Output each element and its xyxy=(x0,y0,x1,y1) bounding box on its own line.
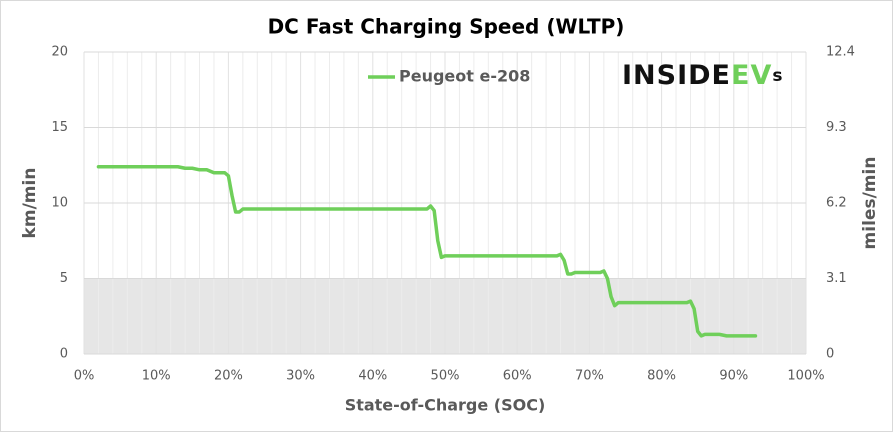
x-tick-label: 50% xyxy=(431,369,460,384)
y-tick-label: 5 xyxy=(60,271,68,286)
y-tick-label: 10 xyxy=(51,196,68,211)
x-tick-label: 80% xyxy=(647,369,676,384)
y2-axis-label: miles/min xyxy=(860,157,880,250)
x-tick-label: 100% xyxy=(787,369,824,384)
legend-label: Peugeot e-208 xyxy=(399,67,530,86)
x-tick-label: 0% xyxy=(74,369,95,384)
logo-part: s xyxy=(772,66,783,86)
y-tick-label: 0 xyxy=(60,347,68,362)
y-axis-label: km/min xyxy=(20,168,40,239)
y2-tick-label: 9.3 xyxy=(826,120,847,135)
x-tick-label: 30% xyxy=(286,369,315,384)
x-axis-label: State-of-Charge (SOC) xyxy=(345,396,546,415)
x-tick-label: 70% xyxy=(575,369,604,384)
y2-tick-label: 12.4 xyxy=(826,45,855,60)
x-tick-label: 60% xyxy=(503,369,532,384)
y2-tick-label: 0 xyxy=(826,347,834,362)
logo-part: EV xyxy=(731,60,772,91)
x-tick-label: 10% xyxy=(142,369,171,384)
plot-area: 0% 10% 20% 30% 40% 50% 60% 70% 80% 90% 100%0510152… xyxy=(51,45,855,384)
logo-part: INSIDE xyxy=(622,60,731,91)
y-tick-label: 20 xyxy=(51,45,68,60)
y-tick-label: 15 xyxy=(51,120,68,135)
x-tick-label: 90% xyxy=(719,369,748,384)
y2-tick-label: 6.2 xyxy=(826,196,847,211)
data-line xyxy=(96,165,758,338)
y2-tick-label: 3.1 xyxy=(826,271,847,286)
x-tick-label: 20% xyxy=(214,369,243,384)
x-tick-label: 40% xyxy=(358,369,387,384)
logo: INSIDEEVs xyxy=(622,60,783,91)
chart-title: DC Fast Charging Speed (WLTP) xyxy=(268,15,625,39)
